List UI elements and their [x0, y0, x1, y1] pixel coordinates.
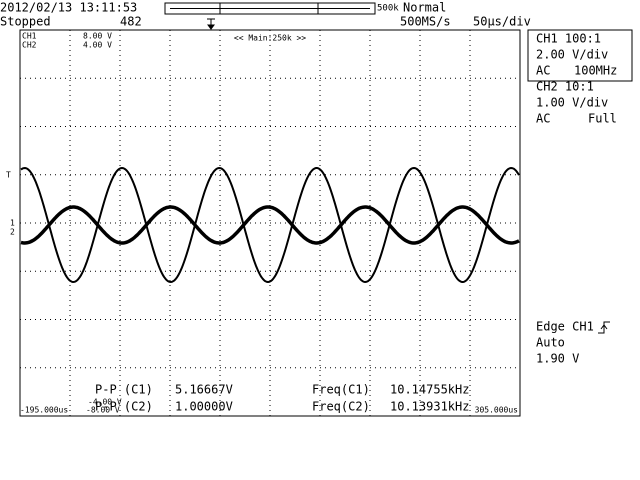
trigger-mode: Auto [536, 336, 565, 350]
ch2-label: CH2 [22, 41, 37, 50]
ch1-marker: 1 [10, 219, 15, 228]
ch2-offset: 4.00 V [83, 41, 112, 50]
sample-rate: 500MS/s [400, 15, 451, 29]
trigger-position [207, 18, 215, 30]
ch1-waveform [20, 166, 520, 284]
timebase: 50μs/div [473, 15, 531, 29]
ch1-name: CH1 100:1 [536, 32, 601, 46]
zoom-label: << Main:250k >> [234, 34, 306, 43]
freq-value: 10.13931kHz [390, 400, 469, 414]
ch1-scale: 2.00 V/div [536, 48, 608, 62]
record-length: 500k [377, 4, 399, 14]
meas-label: P-P (C1) [95, 383, 153, 397]
ch1-label: CH1 [22, 32, 37, 41]
freq-value: 10.14755kHz [390, 383, 469, 397]
freq-label: Freq(C1) [312, 383, 370, 397]
ch1-low: -8.00 V [86, 406, 120, 415]
edge-icon [598, 321, 610, 334]
right-time: 305.000us [475, 406, 519, 415]
meas-value: 1.00000V [175, 400, 233, 414]
meas-value: 5.16667V [175, 383, 233, 397]
ch2-coupling: AC [536, 112, 550, 126]
ch2-bandwidth: Full [588, 112, 617, 126]
trigger-type: Edge CH1 [536, 320, 594, 334]
trigger-marker: T [6, 171, 11, 180]
datetime: 2012/02/13 13:11:53 [0, 1, 137, 15]
ch2-scale: 1.00 V/div [536, 96, 608, 110]
meas-label: P-P (C2) [95, 400, 153, 414]
ch2-name: CH2 10:1 [536, 80, 594, 94]
ch1-offset: 8.00 V [83, 32, 112, 41]
ch1-coupling: AC [536, 64, 550, 78]
ch2-waveform [20, 205, 520, 245]
freq-label: Freq(C2) [312, 400, 370, 414]
ch1-box [527, 29, 633, 82]
acq-count: 482 [120, 15, 142, 29]
trigger-level: 1.90 V [536, 352, 579, 366]
run-state: Stopped [0, 15, 51, 29]
acq-mode: Normal [403, 1, 446, 15]
ch2-low: -4.00 V [88, 398, 122, 407]
left-time: -195.000us [20, 406, 68, 415]
ch2-marker: 2 [10, 228, 15, 237]
grid [20, 30, 520, 416]
ch1-bandwidth: 100MHz [574, 64, 617, 78]
